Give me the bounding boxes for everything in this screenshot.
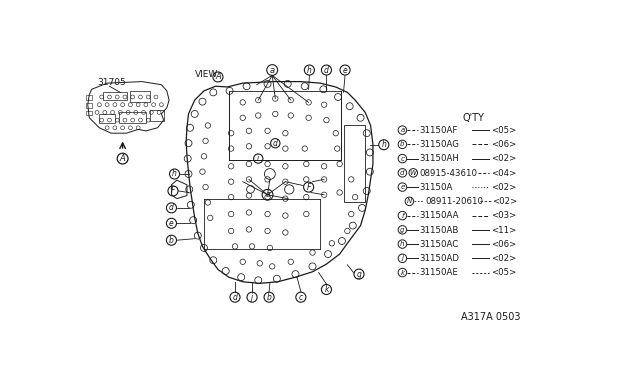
Text: f: f [401,212,404,219]
Text: d: d [324,65,329,74]
Text: 31150AB: 31150AB [419,226,459,235]
Text: 31150AF: 31150AF [419,126,458,135]
Text: j: j [401,255,403,261]
Text: a: a [269,65,275,74]
Text: 08911-20610: 08911-20610 [425,197,483,206]
Text: 31705: 31705 [97,78,126,87]
Bar [86,96,92,100]
Text: <06>: <06> [491,140,516,149]
Text: <05>: <05> [491,269,516,278]
Text: <02>: <02> [492,197,518,206]
Text: F: F [307,183,311,192]
Text: Q'TY: Q'TY [463,113,484,123]
Text: <04>: <04> [491,169,516,178]
Text: g: g [400,227,404,233]
Text: b: b [400,141,404,147]
Text: e: e [400,184,404,190]
Text: 08915-43610: 08915-43610 [419,169,477,178]
Text: 31150AH: 31150AH [419,154,460,163]
Bar [150,110,164,121]
Bar [229,91,341,160]
Text: VIEW: VIEW [195,70,218,79]
Text: d: d [232,293,237,302]
Text: 31150AA: 31150AA [419,211,459,221]
Text: k: k [401,270,404,276]
Text: h: h [381,140,386,149]
Text: b: b [169,236,174,245]
Text: <02>: <02> [491,254,516,263]
Text: <05>: <05> [491,126,516,135]
Text: g: g [356,270,362,279]
Bar [86,111,92,115]
Bar [119,112,146,123]
Text: <02>: <02> [491,183,516,192]
Text: N: N [407,198,412,204]
Bar [86,103,92,108]
Text: d: d [273,139,278,148]
Bar [344,125,365,202]
Text: W: W [410,170,417,176]
Text: 31150AC: 31150AC [419,240,459,249]
Text: <06>: <06> [491,240,516,249]
Text: 31150AG: 31150AG [419,140,460,149]
Text: e: e [342,65,348,74]
Text: A: A [120,154,125,163]
Text: h: h [400,241,404,247]
Text: c: c [299,293,303,302]
Text: 31150AE: 31150AE [419,269,458,278]
Text: a: a [265,190,270,199]
Bar [131,91,150,102]
Text: d: d [400,170,404,176]
Text: h: h [172,170,177,179]
Text: d: d [169,203,174,212]
Text: c: c [401,155,404,161]
Text: <02>: <02> [491,154,516,163]
Text: j: j [251,293,253,302]
Text: h: h [307,65,312,74]
Text: i: i [257,154,259,163]
Text: <03>: <03> [491,211,516,221]
Bar [99,114,115,123]
Text: a: a [400,127,404,133]
Text: A: A [215,73,221,81]
Text: F: F [171,186,175,195]
Text: 31150A: 31150A [419,183,453,192]
Text: 31150AD: 31150AD [419,254,460,263]
Text: <11>: <11> [491,226,516,235]
Text: e: e [169,219,174,228]
Text: k: k [324,285,328,294]
Text: b: b [267,293,271,302]
Bar [103,92,127,100]
Text: A317A 0503: A317A 0503 [461,312,521,322]
